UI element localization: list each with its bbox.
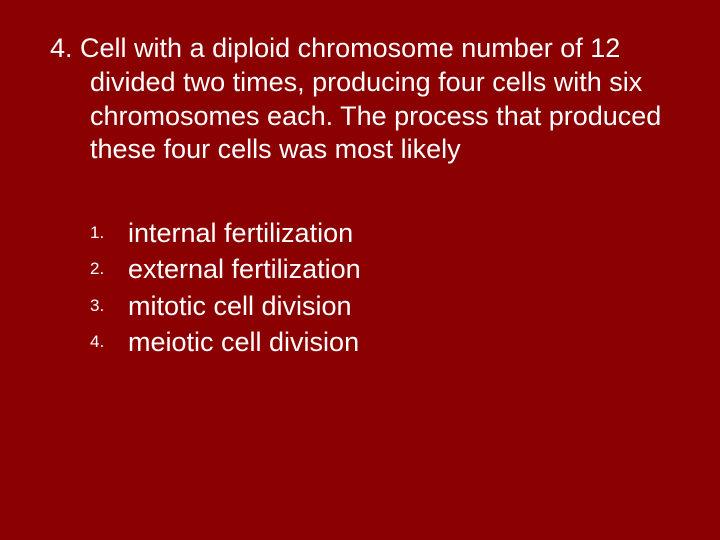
option-label: mitotic cell division [128,291,352,321]
option-label: external fertilization [128,254,361,284]
option-item: internal fertilization [90,215,670,251]
option-label: internal fertilization [128,218,353,248]
question-text: Cell with a diploid chromosome number of… [80,33,661,164]
question-block: 4. Cell with a diploid chromosome number… [50,32,670,167]
option-item: external fertilization [90,251,670,287]
question-number: 4. [50,33,73,63]
question-line: 4. Cell with a diploid chromosome number… [50,32,670,167]
option-label: meiotic cell division [128,327,359,357]
option-item: mitotic cell division [90,288,670,324]
options-list: internal fertilization external fertiliz… [50,215,670,361]
slide: 4. Cell with a diploid chromosome number… [0,0,720,540]
option-item: meiotic cell division [90,324,670,360]
